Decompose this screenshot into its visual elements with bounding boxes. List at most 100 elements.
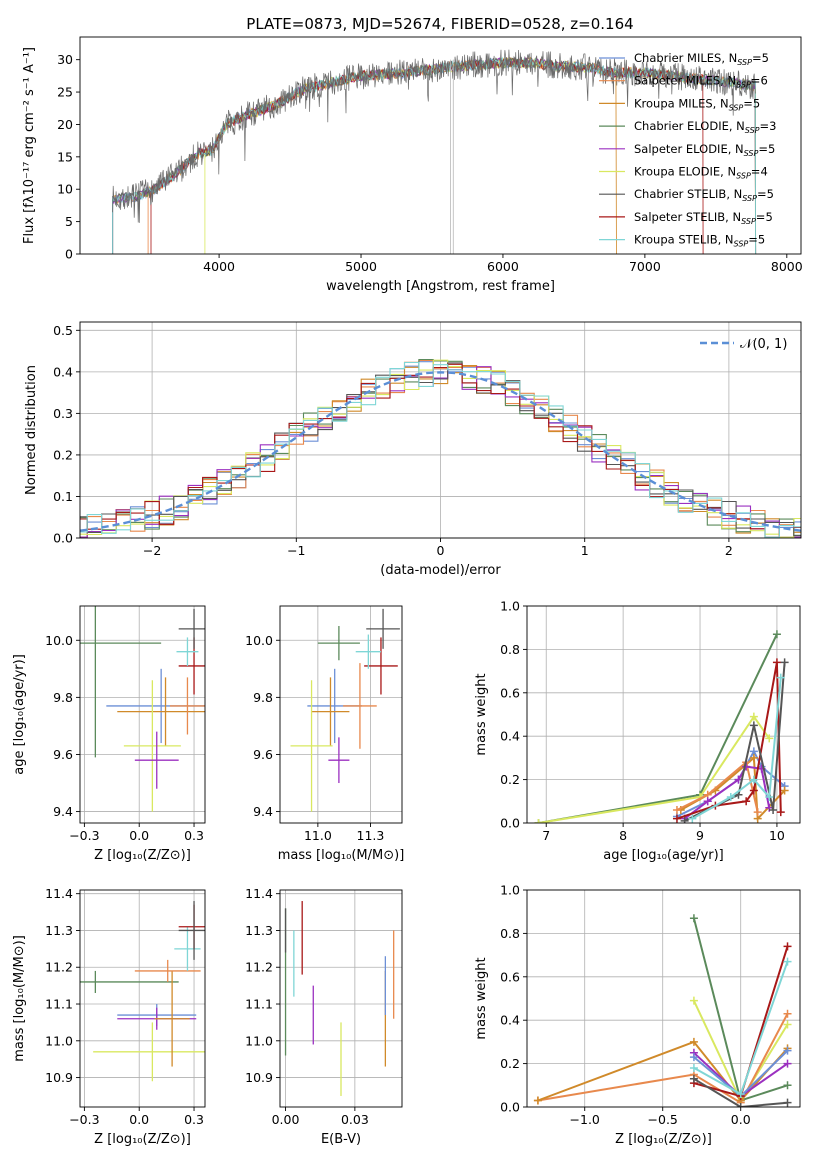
y-tick-label: 0.2: [53, 447, 73, 462]
x-tick-label: −0.3: [69, 828, 99, 843]
y-tick-label: 15: [57, 149, 73, 164]
axes-frame: [79, 889, 206, 1108]
axes-frame: [526, 605, 801, 824]
legend-entry: Salpeter ELODIE, NSSP=5: [634, 142, 775, 158]
weight-marker: [765, 792, 774, 801]
weight-marker: [689, 1074, 698, 1083]
y-axis-label: Normed distribution: [24, 365, 39, 495]
weight-marker: [783, 957, 792, 966]
spectrum-model-8: [112, 56, 757, 254]
legend-entry: Salpeter MILES, NSSP=6: [634, 74, 768, 90]
weight-marker: [688, 814, 697, 823]
errorbar-point: [178, 608, 205, 649]
errorbar-point: [290, 680, 333, 812]
x-axis-label: age [log₁₀(age/yr)]: [603, 848, 724, 863]
x-tick-label: −1.0: [570, 1112, 600, 1127]
weight-marker: [783, 942, 792, 951]
chart-age-vs-mass: 11.0 11.3 9.4 9.6 9.8 10.0 mass [log₁₀(M/M⊙)]: [245, 605, 404, 863]
y-tick-label: 11.1: [45, 997, 73, 1012]
y-tick-label: 0.3: [53, 406, 73, 421]
errorbar-point: [169, 677, 205, 735]
x-tick-label: 9: [696, 828, 704, 843]
weight-marker: [776, 673, 785, 682]
weight-series-6: [693, 1077, 788, 1107]
y-tick-label: 11.3: [45, 923, 73, 938]
y-tick-label: 0.8: [500, 926, 520, 941]
weight-marker: [749, 753, 758, 762]
y-tick-label: 11.0: [45, 1033, 73, 1048]
y-tick-label: 0.5: [53, 323, 73, 338]
y-tick-label: 10.9: [245, 1070, 273, 1085]
axes-frame: [526, 889, 801, 1108]
weight-marker: [672, 814, 681, 823]
x-tick-label: −0.3: [69, 1112, 99, 1127]
x-tick-label: 4000: [203, 259, 235, 274]
y-tick-label: 0.4: [53, 364, 73, 379]
x-axis-label: Z [log₁₀(Z/Z⊙)]: [94, 848, 191, 863]
plot-area: [290, 608, 400, 812]
weight-marker: [533, 1096, 542, 1105]
y-tick-label: 0.4: [500, 729, 520, 744]
y-axis-label: mass weight: [474, 673, 489, 755]
y-tick-label: 0.6: [500, 685, 520, 700]
x-tick-label: 7000: [629, 259, 661, 274]
axes-frame: [79, 605, 206, 824]
legend-entry: Kroupa ELODIE, NSSP=4: [634, 165, 768, 181]
weight-marker: [772, 658, 781, 667]
histogram-5: [80, 359, 801, 538]
weight-marker: [736, 1089, 745, 1098]
plot-area: [533, 914, 792, 1107]
errorbar-point: [176, 637, 199, 666]
x-tick-label: −0.5: [648, 1112, 678, 1127]
errorbar-point: [178, 901, 205, 960]
weight-marker: [780, 786, 789, 795]
weight-marker: [780, 658, 789, 667]
weight-marker: [769, 805, 778, 814]
chart-residuals: −2 −1 0 1 2 0.0 0.1 0.2 0.3 0.4 0.5 (data-model)/er…: [24, 321, 802, 578]
weight-marker: [726, 792, 735, 801]
legend-entry: Chabrier MILES, NSSP=5: [634, 51, 769, 67]
weight-marker: [672, 805, 681, 814]
weight-marker: [749, 786, 758, 795]
errorbar-point: [343, 663, 377, 749]
weight-marker: [772, 630, 781, 639]
weight-marker: [689, 914, 698, 923]
weight-marker: [776, 808, 785, 817]
errorbar-point: [80, 970, 179, 993]
gridlines: [527, 889, 800, 1108]
x-axis-label: (data-model)/error: [380, 563, 501, 578]
weight-marker: [749, 775, 758, 784]
weight-marker: [689, 1037, 698, 1046]
y-tick-label: 9.8: [253, 690, 273, 705]
weight-marker: [689, 1053, 698, 1062]
figure-title: PLATE=0873, MJD=52674, FIBERID=0528, z=0…: [246, 15, 633, 33]
legend-entry: Chabrier STELIB, NSSP=5: [634, 187, 774, 203]
weight-series-5: [538, 714, 771, 823]
x-axis-label: Z [log₁₀(Z/Z⊙)]: [615, 1132, 712, 1147]
y-tick-label: 0.2: [500, 1056, 520, 1071]
x-axis-label: Z [log₁₀(Z/Z⊙)]: [94, 1132, 191, 1147]
errorbar-point: [134, 959, 201, 982]
weight-marker: [703, 797, 712, 806]
y-tick-label: 10.9: [45, 1070, 73, 1085]
y-tick-label: 9.8: [53, 690, 73, 705]
x-tick-label: 2: [725, 543, 733, 558]
y-tick-label: 1.0: [500, 599, 520, 614]
x-tick-label: 0.0: [731, 1112, 751, 1127]
y-tick-label: 1.0: [500, 883, 520, 898]
weight-series-1: [537, 1013, 789, 1105]
x-tick-label: 0.0: [129, 1112, 149, 1127]
weight-marker: [689, 996, 698, 1005]
gridlines: [80, 606, 205, 823]
legend-entry: Chabrier ELODIE, NSSP=3: [634, 119, 776, 135]
errorbar-point: [80, 606, 162, 758]
weight-marker: [783, 1098, 792, 1107]
x-tick-label: 8000: [771, 259, 803, 274]
y-tick-label: 0.0: [500, 1100, 520, 1115]
errorbar-point: [134, 731, 179, 789]
y-tick-label: 11.4: [45, 886, 73, 901]
x-axis-label: wavelength [Angstrom, rest frame]: [326, 279, 555, 294]
legend-entry: Kroupa STELIB, NSSP=5: [634, 233, 765, 249]
y-tick-label: 0.1: [53, 489, 73, 504]
normal-curve: [80, 371, 801, 532]
